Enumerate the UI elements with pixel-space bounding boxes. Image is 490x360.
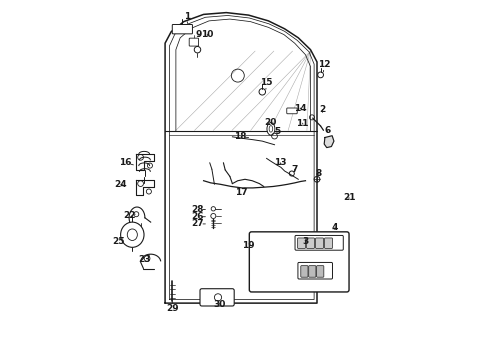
Text: 2: 2 — [319, 105, 325, 114]
FancyBboxPatch shape — [287, 108, 297, 114]
FancyBboxPatch shape — [301, 266, 308, 277]
Text: 30: 30 — [214, 300, 226, 309]
Text: 20: 20 — [265, 118, 277, 127]
Text: 10: 10 — [201, 30, 213, 39]
FancyBboxPatch shape — [317, 266, 324, 277]
Text: 12: 12 — [318, 60, 330, 69]
FancyBboxPatch shape — [249, 232, 349, 292]
FancyBboxPatch shape — [295, 235, 343, 250]
Text: 22: 22 — [123, 211, 135, 220]
Text: 18: 18 — [234, 132, 247, 141]
Text: 27: 27 — [191, 219, 204, 228]
Text: 25: 25 — [112, 238, 124, 246]
Text: 29: 29 — [166, 305, 178, 313]
Text: 16: 16 — [119, 158, 132, 167]
Text: 23: 23 — [138, 256, 150, 264]
Text: 5: 5 — [274, 127, 280, 136]
Text: 8: 8 — [316, 169, 322, 178]
Text: 4: 4 — [332, 223, 338, 232]
FancyBboxPatch shape — [298, 262, 333, 279]
Text: 17: 17 — [235, 188, 248, 197]
Ellipse shape — [127, 229, 137, 240]
FancyBboxPatch shape — [307, 238, 315, 248]
Text: 11: 11 — [296, 118, 309, 127]
FancyBboxPatch shape — [200, 289, 234, 306]
Text: 13: 13 — [274, 158, 287, 167]
Ellipse shape — [267, 122, 275, 135]
FancyBboxPatch shape — [309, 266, 316, 277]
Text: 1: 1 — [184, 12, 191, 21]
Text: 9: 9 — [195, 30, 201, 39]
FancyBboxPatch shape — [297, 238, 305, 248]
Polygon shape — [324, 136, 334, 148]
Text: 24: 24 — [115, 180, 127, 189]
Text: 21: 21 — [343, 194, 356, 202]
Text: 6: 6 — [325, 126, 331, 135]
Text: 28: 28 — [191, 205, 204, 214]
FancyBboxPatch shape — [172, 24, 193, 34]
Text: 14: 14 — [294, 104, 307, 112]
Text: 7: 7 — [292, 165, 298, 174]
Text: 19: 19 — [242, 241, 254, 250]
FancyBboxPatch shape — [189, 38, 198, 46]
FancyBboxPatch shape — [324, 238, 333, 248]
Text: 26: 26 — [191, 212, 204, 221]
Ellipse shape — [121, 222, 144, 247]
Ellipse shape — [269, 126, 273, 132]
Text: 3: 3 — [302, 237, 309, 246]
Text: 15: 15 — [260, 78, 273, 87]
FancyBboxPatch shape — [316, 238, 323, 248]
